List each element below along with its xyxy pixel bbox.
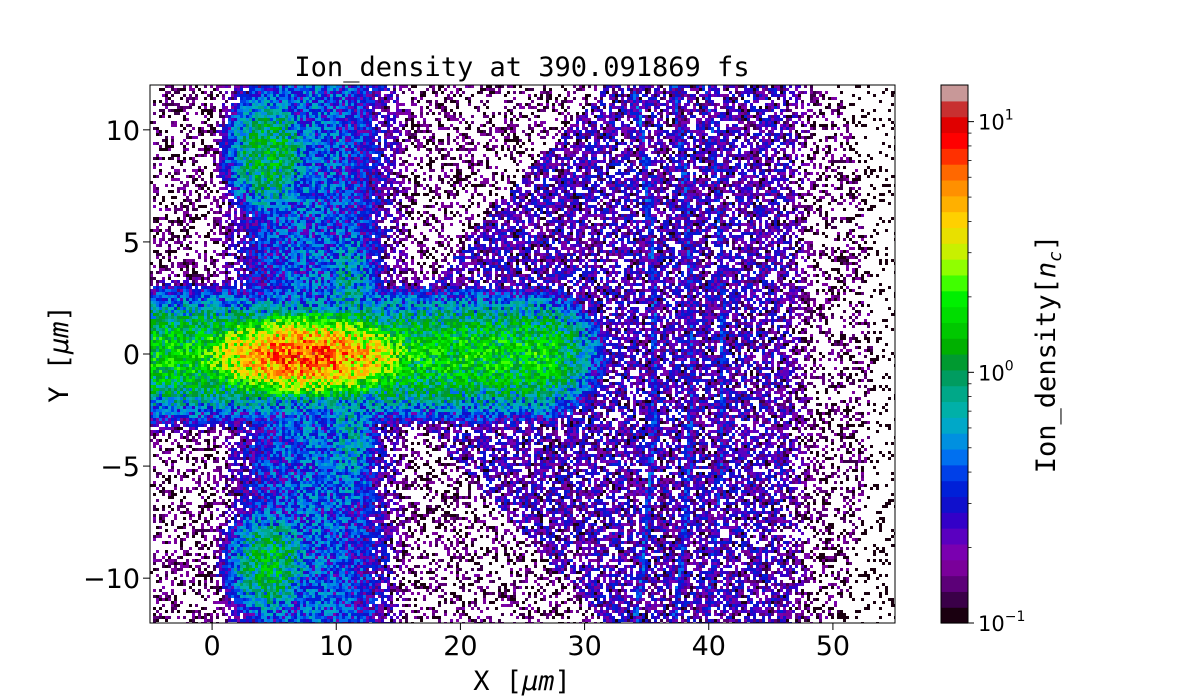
x-tick-label: 10 — [319, 631, 353, 662]
colorbar-segment — [941, 180, 968, 196]
colorbar-segment — [941, 465, 968, 481]
y-tick-label: 5 — [123, 228, 140, 259]
x-tick-label: 30 — [567, 631, 601, 662]
colorbar-segment — [941, 227, 968, 243]
colorbar-segment — [941, 307, 968, 323]
colorbar-ticks: 10−1 100 101 — [968, 108, 1025, 636]
colorbar-segment — [941, 591, 968, 607]
colorbar-segment — [941, 433, 968, 449]
colorbar-segment — [941, 607, 968, 623]
colorbar-segment — [941, 322, 968, 338]
colorbar-segment — [941, 132, 968, 148]
x-tick-label: 0 — [203, 631, 220, 662]
colorbar-tick-label: 10−1 — [978, 609, 1025, 636]
colorbar-segment — [941, 496, 968, 512]
colorbar-segment — [941, 417, 968, 433]
colorbar-segment — [941, 148, 968, 164]
colorbar-label: Ion_density[nc] — [1031, 235, 1066, 473]
colorbar-segment — [941, 449, 968, 465]
colorbar-segment — [941, 196, 968, 212]
colorbar-tick-label: 100 — [978, 358, 1014, 385]
colorbar-segment — [941, 85, 968, 101]
colorbar-segment — [941, 243, 968, 259]
colorbar-segment — [941, 401, 968, 417]
x-axis: 0 10 20 30 40 50 — [203, 623, 850, 662]
colorbar-segment — [941, 576, 968, 592]
colorbar-segment — [941, 370, 968, 386]
colorbar-segment — [941, 481, 968, 497]
y-tick-label: −5 — [100, 452, 140, 483]
colorbar-segment — [941, 560, 968, 576]
y-tick-label: 10 — [106, 116, 140, 147]
chart-title: Ion_density at 390.091869 fs — [294, 52, 749, 83]
colorbar — [941, 85, 968, 624]
colorbar-tick-label: 101 — [978, 108, 1014, 135]
colorbar-segment — [941, 212, 968, 228]
colorbar-segment — [941, 275, 968, 291]
colorbar-segment — [941, 259, 968, 275]
colorbar-segment — [941, 386, 968, 402]
x-tick-label: 50 — [816, 631, 850, 662]
y-tick-label: −10 — [83, 564, 140, 595]
colorbar-segment — [941, 512, 968, 528]
colorbar-segment — [941, 291, 968, 307]
colorbar-segment — [941, 101, 968, 117]
x-axis-label: X [μm] — [473, 666, 571, 697]
heatmap-image — [150, 85, 897, 625]
colorbar-segment — [941, 164, 968, 180]
x-tick-label: 40 — [692, 631, 726, 662]
y-tick-label: 0 — [123, 340, 140, 371]
colorbar-segment — [941, 117, 968, 133]
y-axis-label: Y [μm] — [44, 305, 75, 403]
colorbar-segment — [941, 354, 968, 370]
colorbar-segment — [941, 544, 968, 560]
y-axis: −10 −5 0 5 10 — [83, 116, 150, 595]
x-tick-label: 20 — [443, 631, 477, 662]
colorbar-segment — [941, 528, 968, 544]
colorbar-segment — [941, 338, 968, 354]
